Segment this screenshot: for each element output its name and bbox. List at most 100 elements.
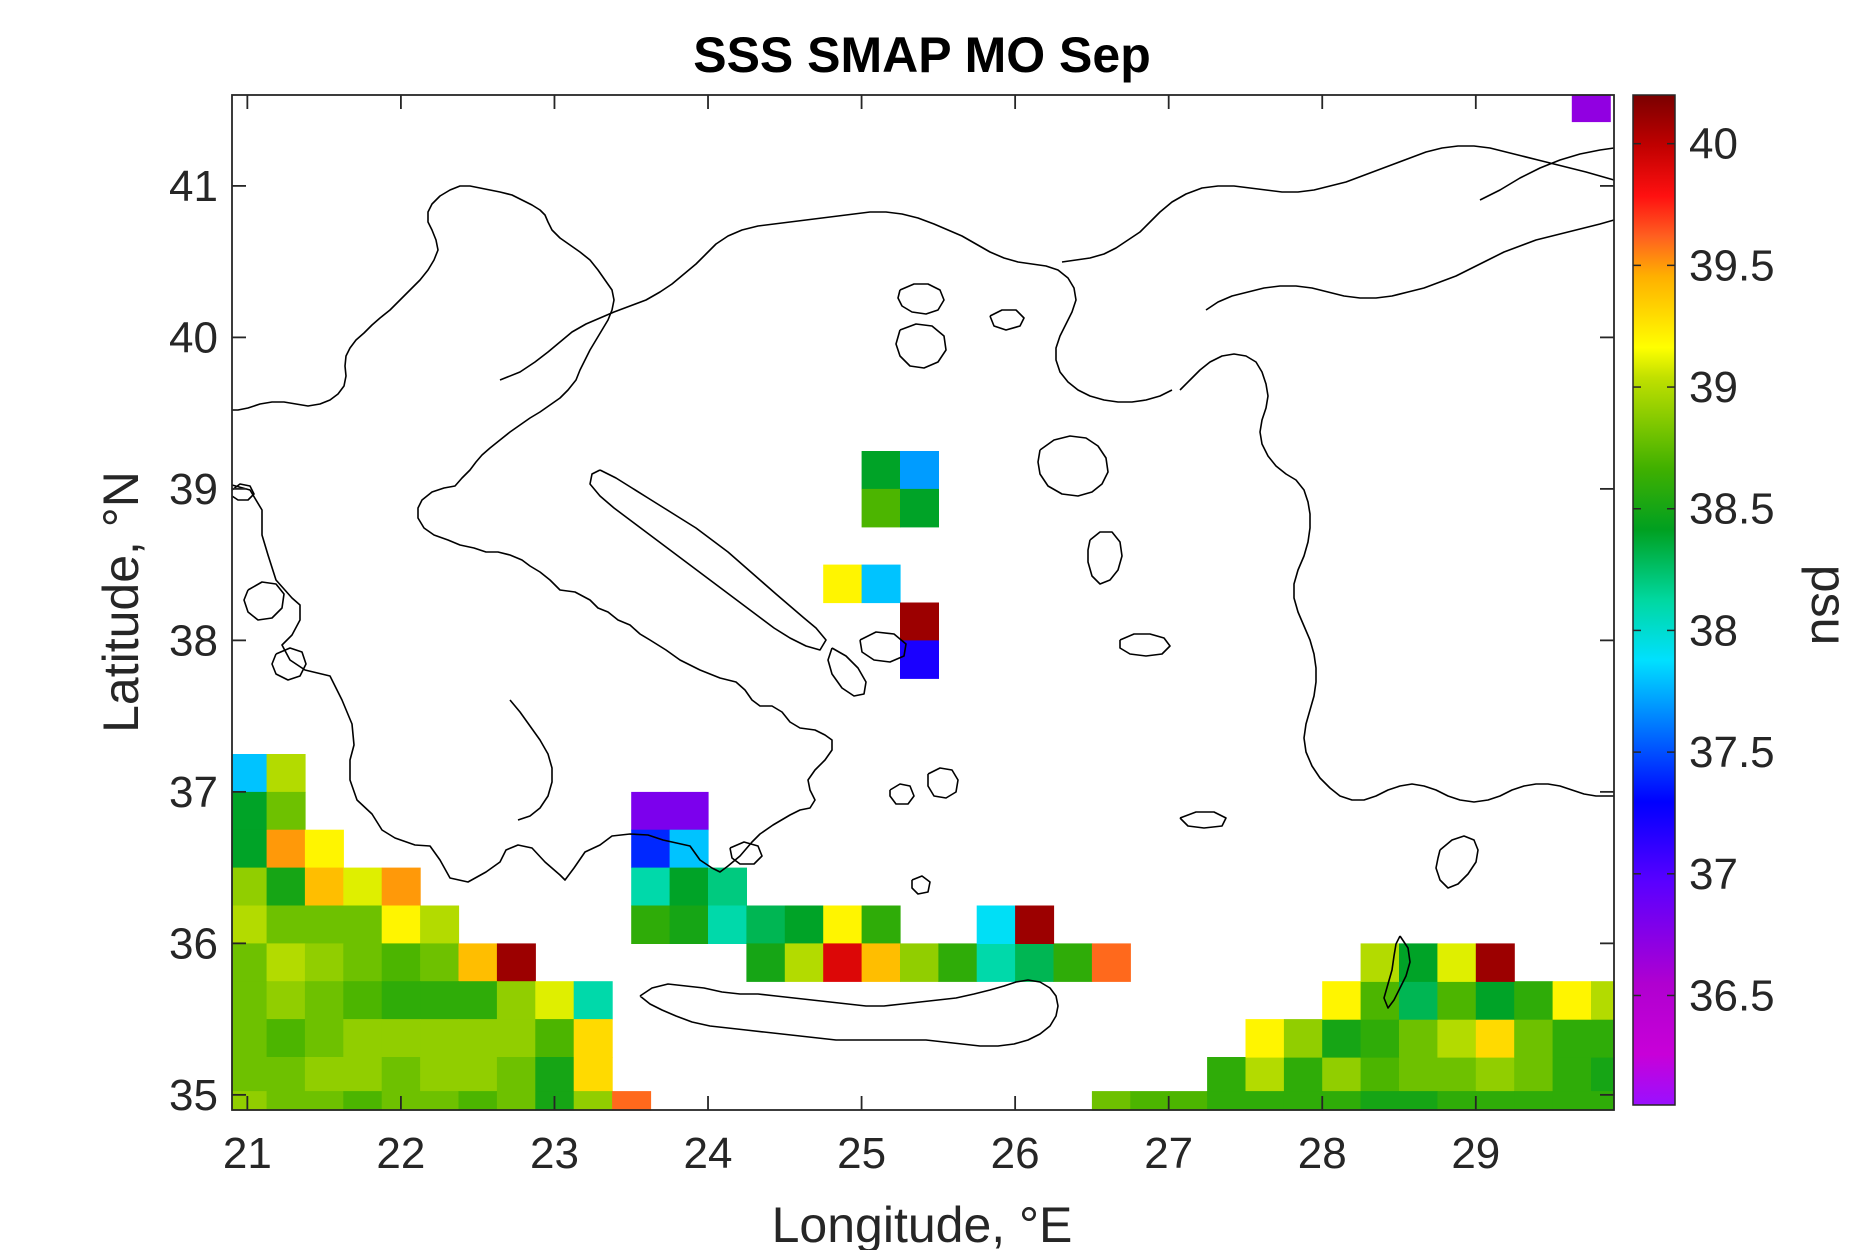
salinity-cell bbox=[708, 867, 747, 907]
colorbar-label: psu bbox=[1801, 565, 1857, 646]
coastline-euboea bbox=[589, 469, 827, 651]
salinity-cell bbox=[381, 905, 421, 944]
salinity-cell bbox=[1571, 95, 1611, 123]
salinity-cell bbox=[266, 754, 306, 793]
salinity-cell bbox=[1207, 1057, 1247, 1096]
coastline-lesbos bbox=[1037, 435, 1109, 497]
coastline-milos bbox=[729, 841, 763, 865]
salinity-cell bbox=[784, 943, 824, 982]
coastline-kefalonia bbox=[243, 581, 285, 621]
colorbar-tick-label: 37 bbox=[1689, 850, 1738, 899]
salinity-cell bbox=[304, 1019, 344, 1058]
salinity-cell bbox=[1207, 1091, 1247, 1111]
salinity-cell bbox=[496, 1091, 536, 1111]
salinity-cell bbox=[304, 981, 344, 1020]
salinity-cell bbox=[1360, 1091, 1400, 1111]
coastline-karpathos bbox=[1383, 935, 1411, 1009]
salinity-cell bbox=[266, 1091, 306, 1111]
coastline-rhodes bbox=[1435, 835, 1479, 889]
salinity-cell bbox=[343, 867, 383, 907]
salinity-cell bbox=[266, 1019, 306, 1058]
colorbar-gradient bbox=[1632, 94, 1676, 1106]
coastline-lemnos bbox=[895, 323, 947, 369]
coastline-north-aegean bbox=[499, 211, 1173, 403]
salinity-cell bbox=[343, 1091, 383, 1111]
salinity-cell bbox=[1552, 1019, 1592, 1058]
salinity-cell bbox=[1591, 1057, 1615, 1096]
salinity-cell bbox=[232, 1091, 268, 1111]
salinity-cell bbox=[496, 1019, 536, 1058]
salinity-cell bbox=[1245, 1091, 1285, 1111]
salinity-cell bbox=[976, 905, 1016, 944]
y-tick-label: 37 bbox=[169, 768, 218, 817]
salinity-cell bbox=[1399, 1057, 1438, 1096]
salinity-cell bbox=[1053, 943, 1093, 982]
coastline-kythira-gulf bbox=[509, 699, 553, 821]
salinity-cell bbox=[420, 981, 460, 1020]
salinity-cell bbox=[343, 943, 383, 982]
salinity-cell bbox=[266, 905, 306, 944]
salinity-cell bbox=[1399, 1019, 1438, 1058]
salinity-cell bbox=[496, 981, 536, 1020]
salinity-cell bbox=[420, 1019, 460, 1058]
salinity-cell bbox=[1552, 981, 1592, 1020]
coastline-turkey-west bbox=[1179, 353, 1614, 803]
salinity-cell bbox=[631, 867, 671, 907]
coastline-samos bbox=[1119, 633, 1171, 657]
coastline-marmara bbox=[1205, 219, 1615, 311]
salinity-cell bbox=[1322, 1019, 1362, 1058]
coastline-samothrace bbox=[989, 309, 1025, 331]
x-tick-label: 22 bbox=[376, 1129, 425, 1178]
salinity-cell bbox=[746, 905, 786, 944]
salinity-cell bbox=[420, 1057, 460, 1096]
salinity-cell bbox=[266, 867, 306, 907]
salinity-cell bbox=[266, 1057, 306, 1096]
salinity-cell bbox=[1514, 1019, 1554, 1058]
coastline-corfu bbox=[231, 483, 255, 501]
salinity-cell bbox=[861, 488, 901, 528]
salinity-cell bbox=[1399, 981, 1438, 1020]
salinity-cell bbox=[900, 602, 939, 641]
salinity-cell bbox=[823, 905, 863, 944]
y-tick-label: 41 bbox=[169, 162, 218, 211]
y-tick-label: 39 bbox=[169, 465, 218, 514]
coastline-andros bbox=[827, 647, 867, 697]
salinity-cell bbox=[1130, 1091, 1170, 1111]
salinity-cell bbox=[232, 981, 268, 1020]
salinity-cell bbox=[1322, 1057, 1362, 1096]
salinity-cell bbox=[343, 905, 383, 944]
salinity-cell bbox=[343, 1057, 383, 1096]
salinity-cell bbox=[304, 1091, 344, 1111]
salinity-cell bbox=[573, 1091, 613, 1111]
salinity-cell bbox=[535, 1019, 575, 1058]
salinity-cell bbox=[573, 1057, 613, 1096]
x-tick-label: 29 bbox=[1451, 1129, 1500, 1178]
x-tick-label: 25 bbox=[837, 1129, 886, 1178]
x-tick-label: 23 bbox=[530, 1129, 579, 1178]
y-tick-label: 36 bbox=[169, 919, 218, 968]
salinity-cell bbox=[496, 943, 536, 982]
salinity-cell bbox=[304, 867, 344, 907]
salinity-cell bbox=[1514, 981, 1554, 1020]
coastline-skyros bbox=[859, 631, 907, 663]
salinity-cell bbox=[420, 943, 460, 982]
salinity-cell bbox=[631, 791, 671, 831]
colorbar-tick-label: 37.5 bbox=[1689, 728, 1775, 777]
salinity-cell bbox=[1475, 1019, 1515, 1058]
salinity-cell bbox=[1437, 981, 1477, 1020]
salinity-cell bbox=[1322, 981, 1362, 1020]
salinity-cell bbox=[420, 1091, 460, 1111]
salinity-cell bbox=[1437, 1091, 1477, 1111]
salinity-cell bbox=[1475, 981, 1515, 1020]
salinity-cell bbox=[1475, 1091, 1515, 1111]
salinity-cell bbox=[266, 981, 306, 1020]
salinity-cell bbox=[232, 943, 268, 982]
salinity-cell bbox=[496, 1057, 536, 1096]
coastline-greece-mainland bbox=[231, 185, 833, 883]
colorbar-tick-label: 39 bbox=[1689, 363, 1738, 412]
salinity-cell bbox=[1245, 1019, 1285, 1058]
chart-title: SSS SMAP MO Sep bbox=[693, 27, 1151, 83]
x-tick-label: 26 bbox=[991, 1129, 1040, 1178]
salinity-cell bbox=[232, 1057, 268, 1096]
